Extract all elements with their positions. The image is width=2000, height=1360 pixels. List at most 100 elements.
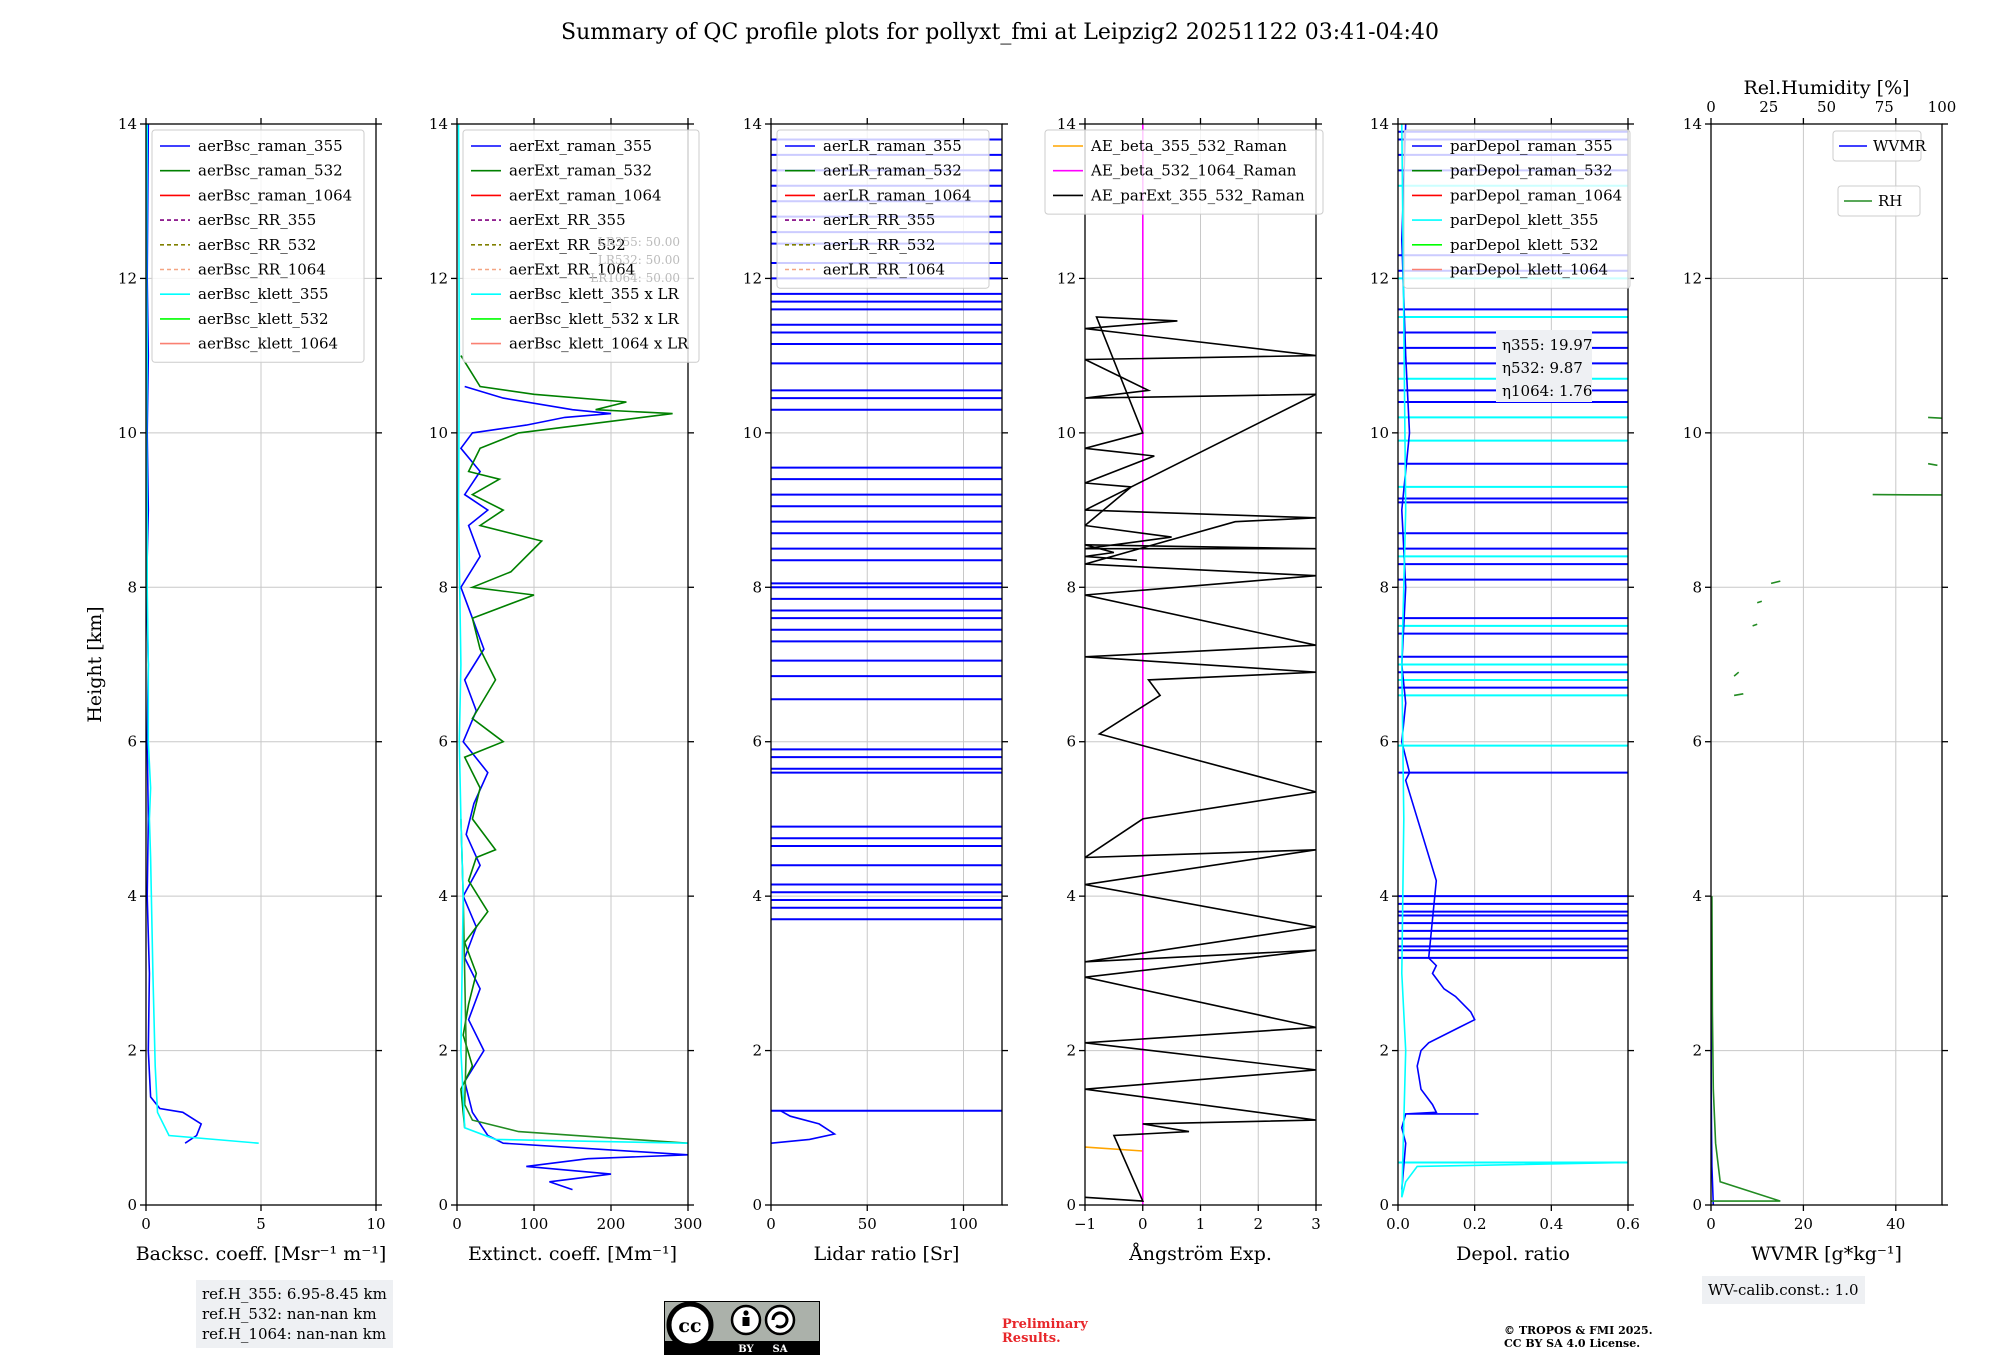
top-x-tick-label: 25 — [1759, 98, 1778, 116]
y-axis-label: Height [km] — [84, 606, 106, 722]
eta-label: η532: 9.87 — [1502, 359, 1583, 377]
y-tick-label: 14 — [429, 115, 448, 133]
legend-label: aerBsc_raman_532 — [198, 162, 343, 180]
y-tick-label: 0 — [1066, 1196, 1076, 1214]
legend-label: parDepol_raman_355 — [1450, 137, 1613, 155]
preliminary-line1: Preliminary — [1002, 1317, 1088, 1332]
legend-label: WVMR — [1873, 137, 1927, 155]
legend-label: aerExt_raman_355 — [509, 137, 652, 155]
y-tick-label: 2 — [1066, 1042, 1076, 1060]
series-aerBsc_klett_355 — [146, 124, 259, 1144]
eta-label: η1064: 1.76 — [1502, 382, 1592, 400]
y-tick-label: 4 — [438, 887, 448, 905]
y-tick-label: 6 — [1379, 733, 1389, 751]
legend-label: aerBsc_klett_532 x LR — [509, 310, 680, 328]
x-tick-label: 10 — [366, 1215, 385, 1233]
lr-label: LR355: 50.00 — [598, 235, 680, 249]
panel-depol: 0.0 0.2 0.4 0.6 0 2 4 6 8 10 12 14 Depol. ratio parDe… — [1370, 115, 1640, 1265]
y-tick-label: 4 — [1379, 887, 1389, 905]
ref-height-355: ref.H_355: 6.95-8.45 km — [202, 1285, 387, 1303]
panel-ext: 0 100 200 300 0 2 4 6 8 10 12 14 Extinct. coeff. [Mm… — [429, 115, 702, 1265]
legend-box — [1044, 129, 1324, 215]
top-x-tick-label: 75 — [1875, 98, 1894, 116]
legend-box — [1837, 185, 1921, 217]
y-tick-label: 4 — [1692, 887, 1702, 905]
wv-calib-text: WV-calib.const.: 1.0 — [1708, 1281, 1859, 1299]
ref-height-1064: ref.H_1064: nan-nan km — [202, 1325, 387, 1343]
copyright-notice: © TROPOS & FMI 2025. CC BY SA 4.0 Licens… — [1504, 1324, 1653, 1350]
axes-frame — [1397, 123, 1629, 1206]
y-tick-label: 2 — [1692, 1042, 1702, 1060]
series-RH — [1711, 896, 1781, 1202]
top-x-axis-label: Rel.Humidity [%] — [1743, 77, 1909, 99]
x-tick-label: 20 — [1794, 1215, 1813, 1233]
lr-label: LR1064: 50.00 — [590, 271, 680, 285]
x-tick-label: −1 — [1074, 1215, 1096, 1233]
x-tick-label: 0 — [1706, 1215, 1716, 1233]
plot-area-ae — [1085, 124, 1316, 1205]
series-AE_parExt_355_532_Raman — [1085, 316, 1316, 1202]
x-axis-label: Ångström Exp. — [1128, 1243, 1272, 1265]
by-label: BY — [738, 1344, 754, 1355]
series-parDepol_raman_355 — [1400, 124, 1479, 1190]
series-RH_seg3 — [1928, 416, 1942, 420]
legend-label: aerBsc_RR_355 — [198, 211, 316, 229]
wv-calib-box: WV-calib.const.: 1.0 — [1702, 1276, 1865, 1304]
y-tick-label: 12 — [1370, 269, 1389, 287]
x-tick-label: 0.0 — [1386, 1215, 1410, 1233]
preliminary-line2: Results. — [1002, 1331, 1061, 1346]
sa-share-icon — [764, 1304, 796, 1336]
y-tick-label: 0 — [1692, 1196, 1702, 1214]
legend-label: aerLR_RR_355 — [823, 211, 935, 229]
legend-label: aerExt_raman_532 — [509, 162, 652, 180]
y-tick-label: 2 — [752, 1042, 762, 1060]
series-aerExt_klett — [460, 818, 688, 1144]
axes-frame — [770, 123, 1003, 1206]
x-tick-label: 300 — [674, 1215, 703, 1233]
legend-label: parDepol_raman_532 — [1450, 162, 1613, 180]
y-tick-label: 10 — [118, 424, 137, 442]
x-tick-label: 0 — [766, 1215, 776, 1233]
x-axis-label: Depol. ratio — [1456, 1243, 1570, 1265]
legend-label: aerBsc_RR_532 — [198, 236, 316, 254]
series-RH_seg1 — [1872, 493, 1942, 496]
y-tick-label: 6 — [752, 733, 762, 751]
y-tick-label: 0 — [127, 1196, 137, 1214]
y-tick-label: 2 — [127, 1042, 137, 1060]
y-tick-label: 14 — [743, 115, 762, 133]
x-tick-label: 0.4 — [1539, 1215, 1563, 1233]
x-tick-label: 0 — [141, 1215, 151, 1233]
x-axis-label: WVMR [g*kg⁻¹] — [1751, 1243, 1902, 1265]
y-tick-label: 8 — [438, 578, 448, 596]
x-tick-label: 1 — [1196, 1215, 1206, 1233]
legend-label: parDepol_raman_1064 — [1450, 186, 1622, 204]
y-tick-label: 10 — [1057, 424, 1076, 442]
series-RH_seg8 — [1752, 623, 1758, 627]
legend-label: aerExt_RR_1064 — [509, 261, 635, 279]
x-tick-label: 0 — [452, 1215, 462, 1233]
y-tick-label: 8 — [1379, 578, 1389, 596]
sa-label: SA — [773, 1344, 788, 1355]
legend-label: AE_beta_355_532_Raman — [1090, 137, 1287, 155]
y-tick-label: 8 — [1066, 578, 1076, 596]
series-aerLR_raman_355 — [771, 1110, 837, 1144]
eta-box — [1496, 330, 1592, 402]
cc-license-badge: cc BY SA — [663, 1300, 821, 1356]
series-aerExt_raman_355 — [459, 385, 688, 1191]
y-tick-label: 12 — [743, 269, 762, 287]
y-tick-label: 0 — [752, 1196, 762, 1214]
legend-label: aerBsc_raman_1064 — [198, 186, 352, 204]
x-tick-label: 2 — [1253, 1215, 1263, 1233]
y-tick-label: 14 — [1683, 115, 1702, 133]
x-tick-label: 5 — [256, 1215, 266, 1233]
legend-label: aerLR_raman_1064 — [823, 186, 971, 204]
legend-label: aerBsc_klett_532 — [198, 310, 329, 328]
plot-area-lr — [771, 138, 1002, 1144]
legend-label: aerBsc_RR_1064 — [198, 261, 326, 279]
axes-frame — [1710, 123, 1943, 1206]
series-RH_seg10 — [1733, 693, 1744, 697]
legend-label: aerBsc_klett_355 x LR — [509, 285, 680, 303]
y-tick-label: 14 — [1370, 115, 1389, 133]
y-tick-label: 6 — [438, 733, 448, 751]
